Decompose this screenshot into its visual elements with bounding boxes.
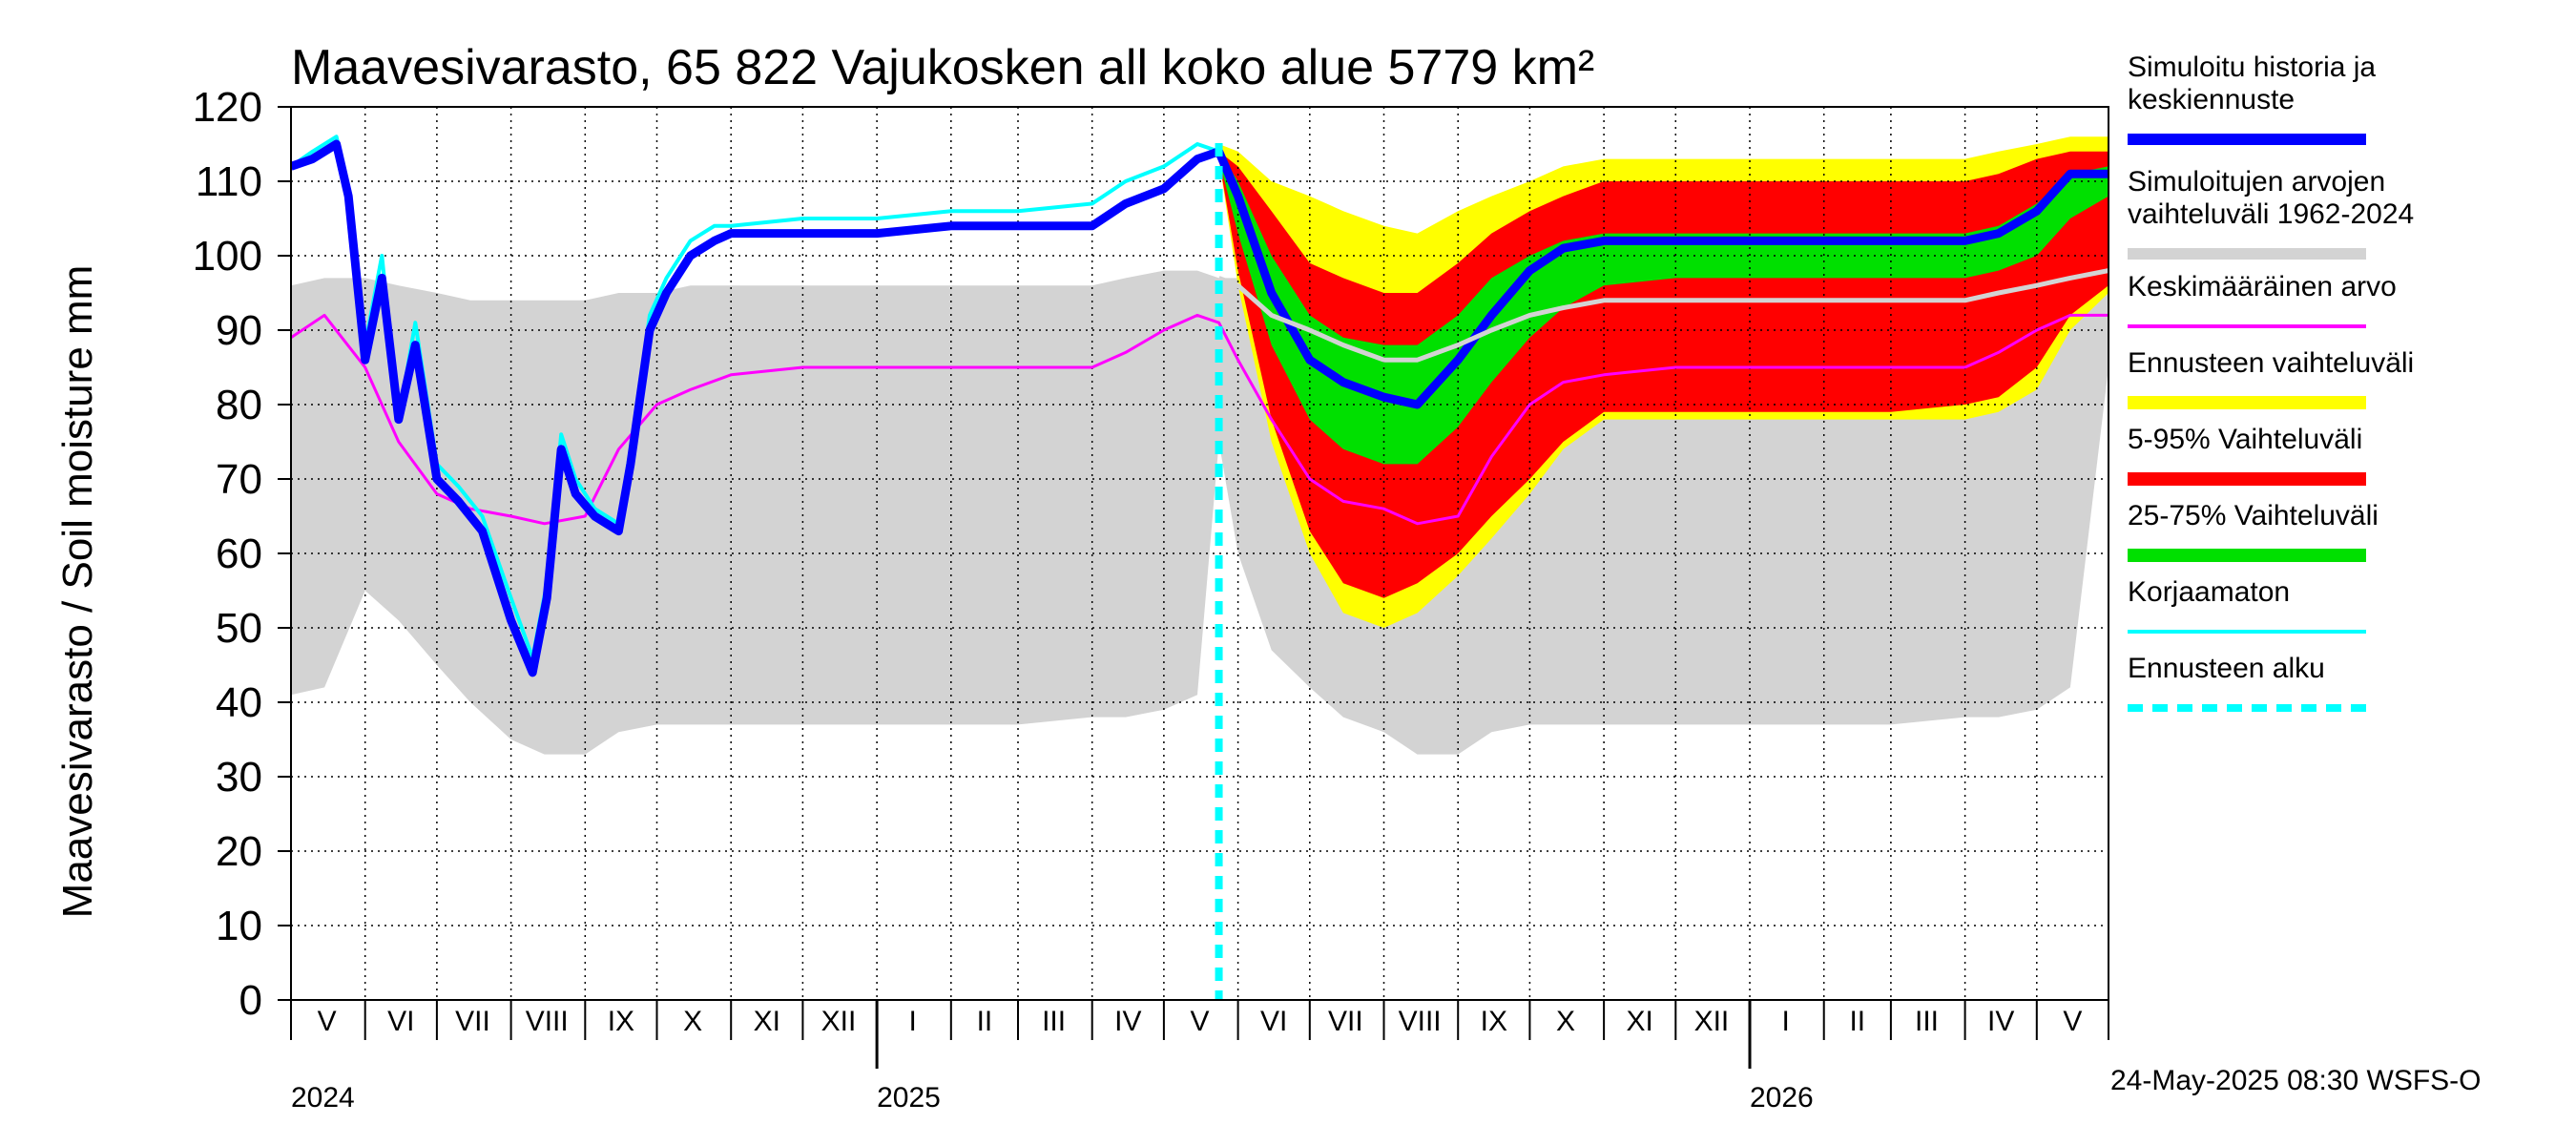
month-label-11: IV — [1114, 1006, 1141, 1037]
month-label-16: IX — [1481, 1006, 1507, 1037]
legend-label-7-0: Ennusteen alku — [2128, 653, 2325, 684]
month-label-23: IV — [1987, 1006, 2014, 1037]
month-label-5: X — [683, 1006, 702, 1037]
y-tick-label-12: 120 — [193, 84, 262, 131]
legend-label-1-0: Simuloitujen arvojen — [2128, 166, 2385, 198]
month-label-4: IX — [608, 1006, 634, 1037]
month-label-6: XI — [754, 1006, 780, 1037]
band-3 — [1218, 151, 2109, 465]
bands-layer — [291, 136, 2109, 755]
legend-label-0-0: Simuloitu historia ja — [2128, 52, 2376, 83]
year-label-2: 2026 — [1750, 1082, 1814, 1114]
legend-label-6-0: Korjaamaton — [2128, 576, 2290, 608]
month-label-15: VIII — [1399, 1006, 1442, 1037]
month-label-1: VI — [387, 1006, 414, 1037]
month-label-19: XII — [1694, 1006, 1730, 1037]
y-tick-label-10: 100 — [193, 233, 262, 280]
legend-label-4-0: 5-95% Vaihteluväli — [2128, 424, 2362, 455]
y-tick-label-11: 110 — [196, 158, 262, 205]
y-tick-label-5: 50 — [216, 605, 262, 652]
month-label-21: II — [1849, 1006, 1865, 1037]
y-tick-label-6: 60 — [216, 531, 262, 577]
month-label-10: III — [1042, 1006, 1066, 1037]
month-label-22: III — [1915, 1006, 1939, 1037]
month-label-24: V — [2063, 1006, 2082, 1037]
series-line-2 — [291, 139, 2109, 677]
series-line-3 — [1217, 268, 2109, 363]
legend-label-0-1: keskiennuste — [2128, 84, 2295, 115]
month-label-7: XII — [821, 1006, 857, 1037]
month-label-3: VIII — [526, 1006, 569, 1037]
legend-label-3-0: Ennusteen vaihteluväli — [2128, 347, 2414, 379]
legend-label-2-0: Keskimääräinen arvo — [2128, 271, 2397, 302]
grid-layer — [291, 107, 2109, 1000]
y-tick-label-7: 70 — [216, 456, 262, 503]
month-label-13: VI — [1260, 1006, 1287, 1037]
legend-label-1-1: vaihteluväli 1962-2024 — [2128, 198, 2414, 230]
month-label-17: X — [1556, 1006, 1575, 1037]
y-tick-label-1: 10 — [216, 903, 262, 949]
month-label-0: V — [318, 1006, 337, 1037]
year-label-0: 2024 — [291, 1082, 355, 1114]
chart-title: Maavesivarasto, 65 822 Vajukosken all ko… — [291, 40, 1594, 95]
month-label-9: II — [977, 1006, 993, 1037]
month-label-20: I — [1781, 1006, 1789, 1037]
y-tick-label-4: 40 — [216, 679, 262, 726]
y-tick-label-2: 20 — [216, 828, 262, 875]
series-layer — [291, 135, 2109, 677]
month-label-8: I — [909, 1006, 917, 1037]
month-label-2: VII — [455, 1006, 490, 1037]
series-line-0 — [291, 313, 2109, 526]
y-tick-label-0: 0 — [239, 977, 262, 1024]
y-tick-label-9: 90 — [216, 307, 262, 354]
footer-timestamp: 24-May-2025 08:30 WSFS-O — [2110, 1065, 2482, 1096]
year-label-1: 2025 — [877, 1082, 941, 1114]
legend-label-5-0: 25-75% Vaihteluväli — [2128, 500, 2379, 531]
y-axis-label: Maavesivarasto / Soil moisture mm — [54, 265, 101, 919]
y-tick-label-8: 80 — [216, 382, 262, 428]
month-label-14: VII — [1328, 1006, 1363, 1037]
month-label-12: V — [1190, 1006, 1209, 1037]
month-label-18: XI — [1627, 1006, 1653, 1037]
y-tick-label-3: 30 — [216, 754, 262, 801]
